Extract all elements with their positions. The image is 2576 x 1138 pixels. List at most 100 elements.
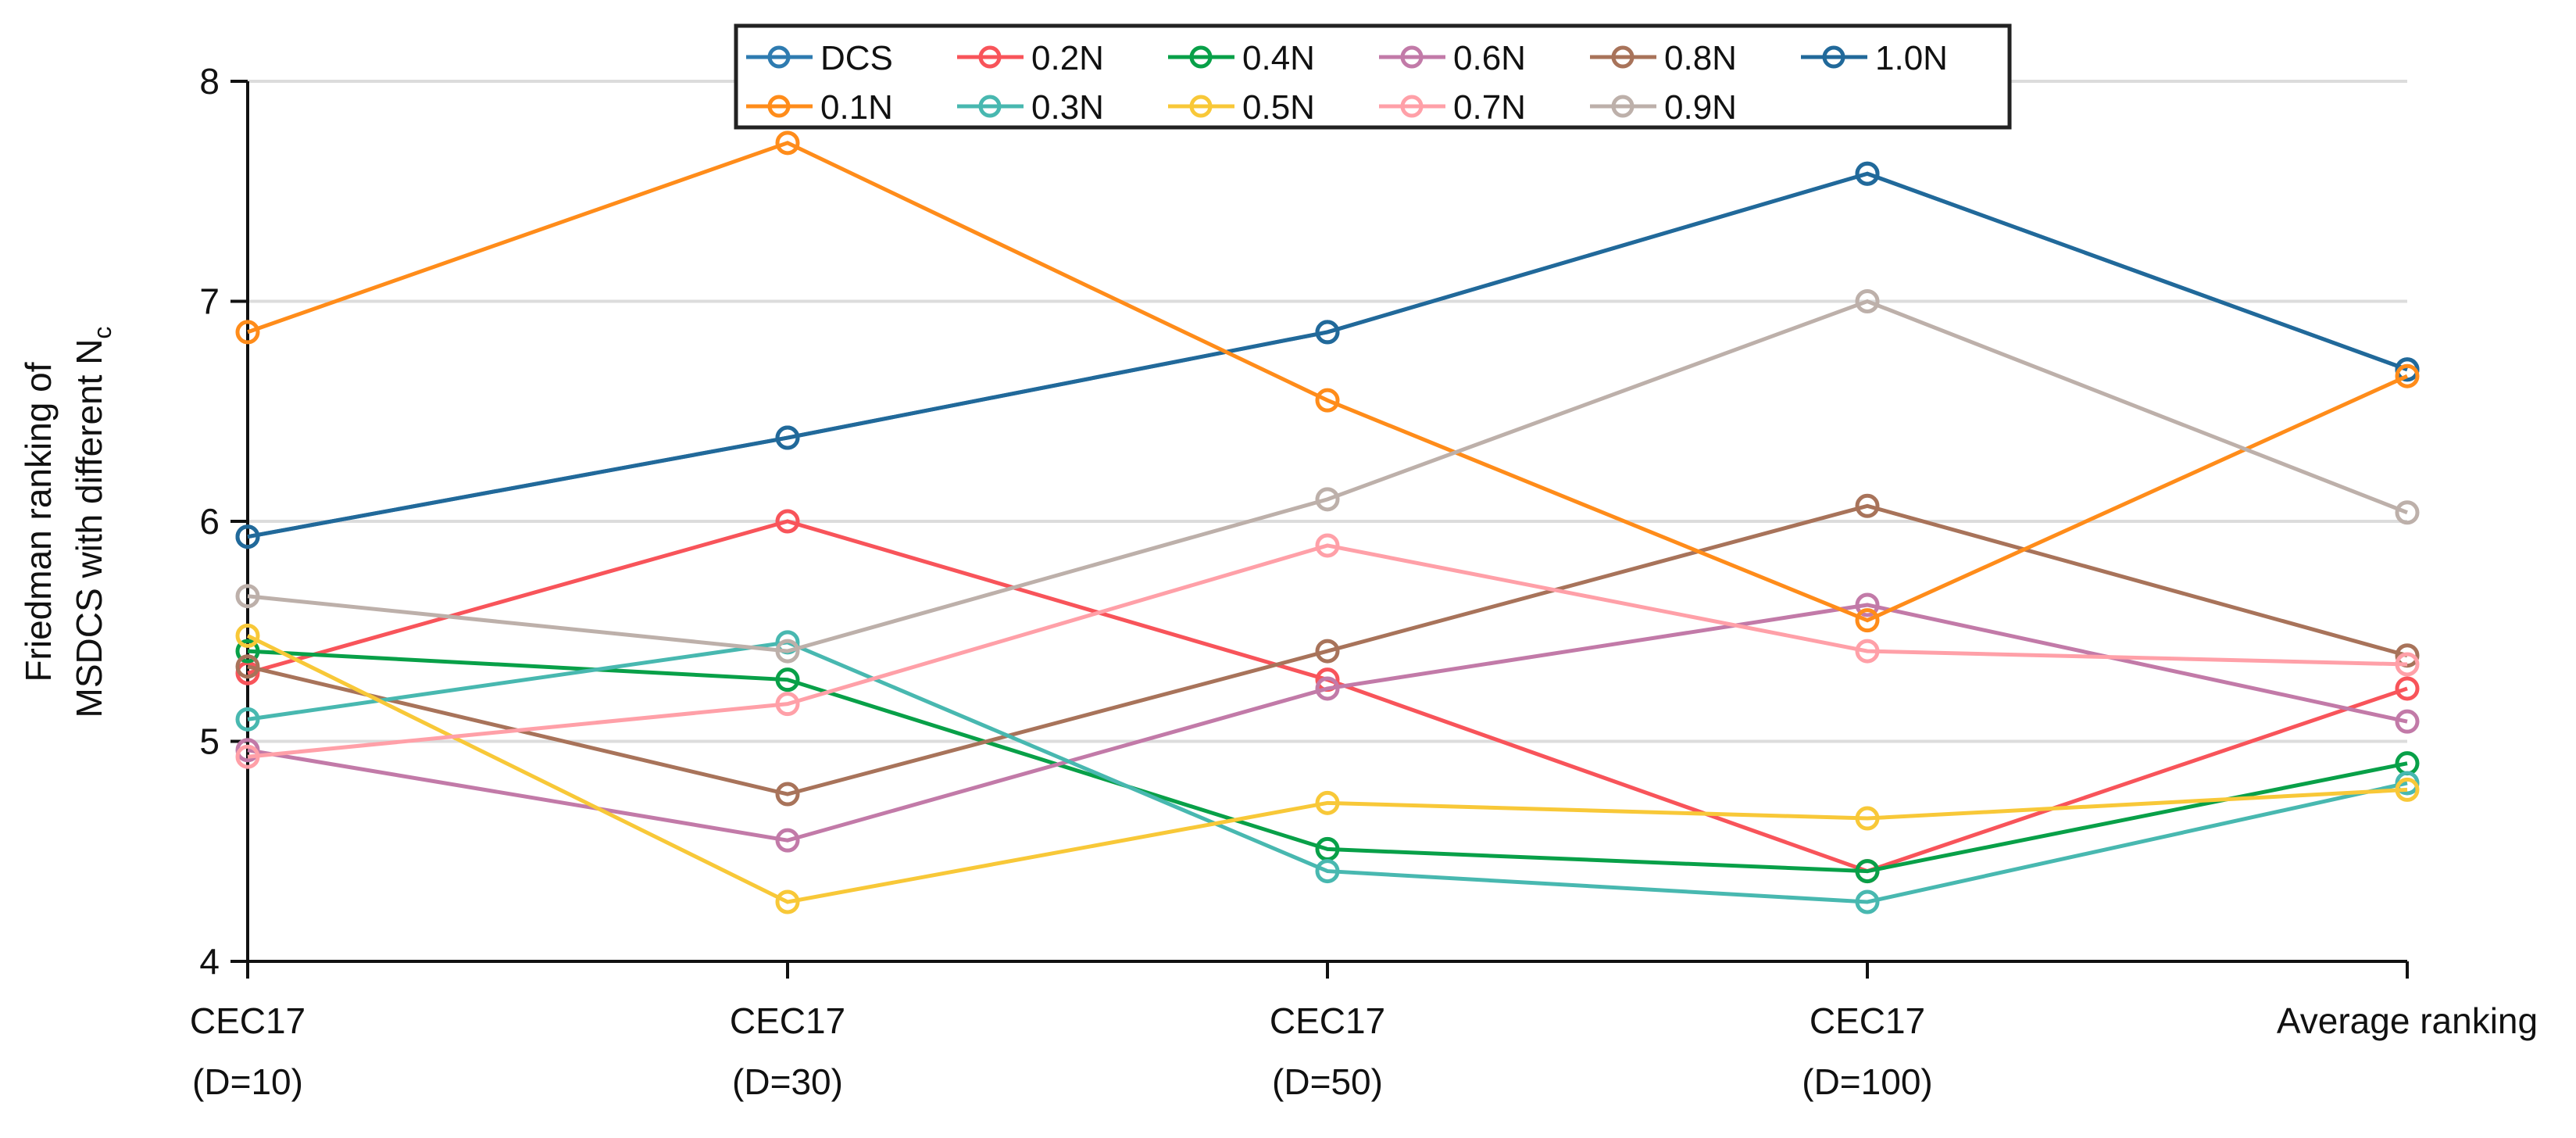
series-0.3N (235, 630, 2420, 914)
x-tick-label-line2: (D=10) (192, 1061, 303, 1102)
legend-marker (1189, 95, 1213, 118)
data-point (1855, 639, 1880, 664)
y-axis-label-subscript: c (88, 327, 116, 339)
legend-marker (1611, 95, 1635, 118)
data-point (775, 692, 800, 717)
series-line (247, 299, 2408, 653)
series-1.0N (235, 161, 2420, 549)
legend-item-DCS: DCS (746, 39, 893, 77)
legend-marker (978, 95, 1002, 118)
data-point (775, 509, 800, 534)
data-point (235, 707, 260, 732)
data-point (1855, 889, 1880, 914)
data-point (1315, 676, 1340, 701)
data-point (235, 320, 260, 345)
data-point (2395, 777, 2420, 802)
series-line (247, 171, 2408, 539)
series-line (247, 503, 2408, 796)
legend-label: 0.8N (1664, 39, 1737, 77)
series-0.9N (235, 289, 2420, 664)
legend-marker (1822, 45, 1845, 69)
data-point (1855, 806, 1880, 831)
legend-marker (1611, 45, 1635, 69)
data-point (2395, 500, 2420, 525)
legend-label: 0.6N (1453, 39, 1526, 77)
legend-item-0.3N: 0.3N (957, 88, 1104, 127)
legend-item-0.5N: 0.5N (1168, 88, 1315, 127)
data-point (1855, 592, 1880, 617)
legend-label: 0.3N (1031, 88, 1104, 127)
y-axis-label-line1: Friedman ranking of (18, 362, 59, 682)
series-line (247, 543, 2408, 759)
series-0.8N (235, 493, 2420, 807)
legend-label: DCS (820, 39, 893, 77)
legend-item-0.4N: 0.4N (1168, 39, 1315, 77)
y-tick-label: 7 (199, 281, 220, 322)
data-point (2395, 357, 2420, 382)
legend-marker (978, 45, 1002, 69)
legend-marker (1189, 45, 1213, 69)
data-point (1315, 388, 1340, 413)
data-point (235, 738, 260, 763)
x-tick-label-line1: Average ranking (2277, 1000, 2538, 1041)
x-tick-label-line1: CEC17 (190, 1000, 305, 1041)
data-point (235, 744, 260, 769)
series-0.5N (235, 623, 2420, 914)
series-0.1N (235, 131, 2420, 633)
legend-marker (1400, 95, 1424, 118)
data-point (775, 639, 800, 664)
data-point (2395, 709, 2420, 734)
data-point (1315, 639, 1340, 664)
series-line (247, 519, 2408, 874)
legend: DCS 0.2N 0.4N 0.6N 0.8N 1.0N 0.1N 0.3N 0.5N 0.7N 0… (734, 23, 2012, 130)
series-line (247, 141, 2409, 623)
series-line (247, 603, 2408, 843)
y-tick-label: 4 (199, 941, 220, 982)
y-tick-label: 6 (199, 501, 220, 542)
data-point (1315, 487, 1340, 512)
legend-item-0.1N: 0.1N (746, 88, 893, 127)
legend-marker (767, 45, 791, 69)
data-point (1315, 790, 1340, 815)
data-point (775, 889, 800, 914)
data-point (775, 667, 800, 692)
series-0.7N (235, 533, 2420, 769)
y-tick-label: 5 (199, 721, 220, 762)
data-point (1315, 859, 1340, 884)
data-point (1315, 533, 1340, 558)
data-point (775, 131, 800, 156)
legend-label: 0.1N (820, 88, 893, 127)
data-point (1855, 608, 1880, 633)
data-point (1855, 161, 1880, 186)
legend-item-0.9N: 0.9N (1590, 88, 1737, 127)
y-tick-label: 8 (199, 61, 220, 102)
x-tick-label-line2: (D=50) (1272, 1061, 1383, 1102)
y-axis-label-line2: MSDCS with different Nc (69, 327, 116, 718)
data-point (235, 584, 260, 609)
legend-label: 0.9N (1664, 88, 1737, 127)
x-tick-label-line1: CEC17 (730, 1000, 845, 1041)
data-point (235, 623, 260, 648)
data-point (1315, 320, 1340, 345)
legend-item-0.8N: 0.8N (1590, 39, 1737, 77)
data-point (235, 524, 260, 549)
legend-item-0.2N: 0.2N (957, 39, 1104, 77)
legend-label: 1.0N (1875, 39, 1948, 77)
legend-label: 0.4N (1242, 39, 1315, 77)
y-axis-label-main: MSDCS with different N (69, 339, 109, 718)
x-tick-label-line1: CEC17 (1810, 1000, 1925, 1041)
legend-label: 0.2N (1031, 39, 1104, 77)
legend-item-0.7N: 0.7N (1379, 88, 1526, 127)
legend-item-1.0N: 1.0N (1801, 39, 1948, 77)
x-tick-label-line2: (D=100) (1802, 1061, 1932, 1102)
legend-marker (767, 95, 791, 118)
data-point (235, 654, 260, 679)
series-line (247, 649, 2408, 874)
data-point (2395, 643, 2420, 668)
x-tick-label-line1: CEC17 (1270, 1000, 1385, 1041)
data-point (775, 425, 800, 450)
legend-label: 0.5N (1242, 88, 1315, 127)
series-0.6N (235, 592, 2420, 853)
data-point (2395, 676, 2420, 701)
